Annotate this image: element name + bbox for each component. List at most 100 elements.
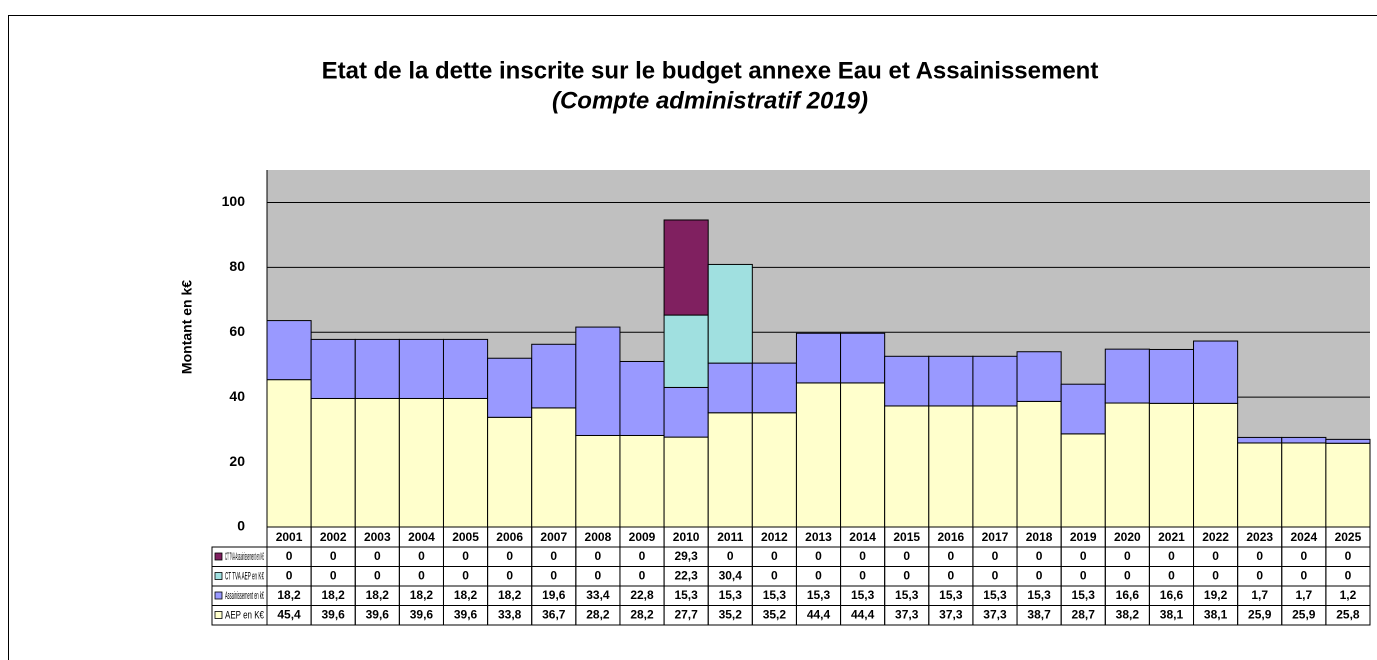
data-label: 18,2 [322,588,346,602]
data-label: 37,3 [983,608,1007,622]
x-tick-label: 2011 [717,530,743,544]
bar-segment [840,382,886,528]
bar-segment [354,338,400,399]
data-label: 25,8 [1336,608,1360,622]
data-label: 22,8 [630,588,654,602]
chart-title: Etat de la dette inscrite sur le budget … [322,57,1099,84]
bar-segment [663,314,709,388]
bar-segment [310,338,356,399]
bar-segment [266,379,312,528]
bar-segment [354,397,400,528]
data-label: 38,1 [1204,608,1228,622]
bar-segment [663,386,709,438]
data-label: 28,2 [586,608,610,622]
data-label: 28,2 [630,608,654,622]
data-label: 0 [815,549,822,563]
data-label: 19,6 [542,588,566,602]
data-label: 0 [639,569,646,583]
data-label: 0 [859,549,866,563]
bar-segment [531,407,577,528]
data-label: 0 [286,549,293,563]
x-tick-label: 2003 [364,530,391,544]
x-tick-label: 2010 [673,530,700,544]
data-label: 0 [1080,569,1087,583]
bar-segment [1060,433,1106,528]
bar-segment [442,397,489,528]
data-label: 0 [815,569,822,583]
data-label: 0 [1080,549,1087,563]
y-tick-label: 0 [237,518,245,534]
data-label: 0 [1256,569,1263,583]
data-label: 0 [1036,569,1043,583]
data-label: 0 [948,549,955,563]
bar-segment [1148,402,1195,528]
data-label: 0 [639,549,646,563]
y-tick-label: 80 [229,258,245,274]
bar-segment [1193,340,1239,404]
data-label: 0 [727,549,734,563]
data-label: 15,3 [807,588,831,602]
data-label: 39,6 [410,608,434,622]
bar-segment [1325,438,1371,444]
frame [8,15,1377,660]
bar-segment [442,338,489,399]
legend-label: CT TVA AEP en K€ [225,570,264,582]
x-tick-label: 2022 [1202,530,1229,544]
bar-segment [619,434,665,528]
data-label: 0 [330,549,337,563]
x-tick-label: 2020 [1114,530,1141,544]
y-tick-label: 60 [229,323,245,339]
data-label: 15,3 [719,588,743,602]
data-label: 0 [462,569,469,583]
x-tick-label: 2018 [1026,530,1053,544]
x-tick-label: 2021 [1158,530,1185,544]
bar-segment [398,338,444,399]
data-label: 18,2 [277,588,301,602]
data-label: 0 [1124,549,1131,563]
x-tick-label: 2004 [408,530,435,544]
bar-segment [972,405,1018,528]
data-label: 37,3 [895,608,919,622]
legend-label: AEP en K€ [225,609,264,621]
bar-segment [1016,400,1062,528]
data-label: 0 [1036,549,1043,563]
data-label: 0 [903,549,910,563]
x-tick-label: 2009 [629,530,656,544]
x-tick-label: 2015 [893,530,920,544]
data-label: 15,3 [674,588,698,602]
bar-segment [1148,348,1195,404]
data-label: 0 [374,549,381,563]
x-tick-label: 2023 [1246,530,1273,544]
data-label: 1,2 [1340,588,1357,602]
data-label: 44,4 [851,608,875,622]
x-tick-label: 2019 [1070,530,1097,544]
bar-segment [487,357,533,418]
bar-segment [884,405,930,528]
bar-segment [619,360,665,436]
data-label: 29,3 [674,549,698,563]
bar-segment [266,320,312,381]
bar-segment [795,382,842,528]
data-label: 35,2 [763,608,787,622]
data-label: 0 [771,569,778,583]
data-label: 16,6 [1160,588,1184,602]
bar-segment [928,405,974,528]
data-label: 22,3 [674,569,698,583]
data-label: 0 [948,569,955,583]
data-label: 0 [859,569,866,583]
data-label: 19,2 [1204,588,1228,602]
y-tick-label: 20 [229,453,245,469]
data-label: 18,2 [454,588,478,602]
data-label: 37,3 [939,608,963,622]
bar-segment [398,397,444,528]
data-label: 0 [992,569,999,583]
data-label: 39,6 [322,608,346,622]
y-axis-label: Montant en k€ [179,280,195,374]
data-label: 33,4 [586,588,610,602]
data-label: 18,2 [410,588,434,602]
data-label: 0 [330,569,337,583]
data-label: 38,2 [1116,608,1140,622]
data-label: 0 [992,549,999,563]
bar-segment [751,412,797,528]
